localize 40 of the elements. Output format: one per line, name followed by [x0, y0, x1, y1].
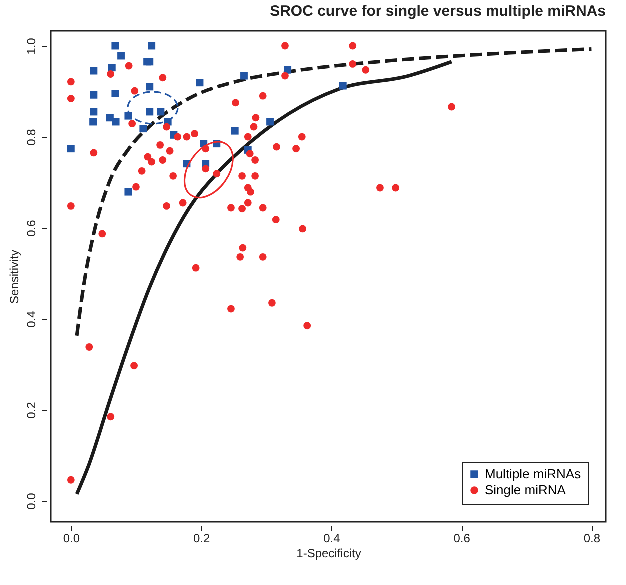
point — [90, 91, 98, 99]
legend-label: Single miRNA — [485, 482, 566, 498]
x-tick-label: 0.4 — [324, 532, 341, 546]
y-tick-label: 0.4 — [24, 310, 38, 328]
y-tick-label: 1.0 — [24, 38, 38, 55]
point — [196, 79, 204, 87]
point — [146, 58, 154, 66]
y-axis-title: Sensitivity — [8, 250, 22, 304]
point — [112, 42, 120, 50]
line-series — [75, 47, 594, 338]
point — [124, 188, 132, 196]
x-axis-title: 1-Specificity — [296, 546, 362, 560]
y-tick-label: 0.6 — [24, 220, 38, 237]
point — [90, 118, 97, 126]
x-tick-label: 0.0 — [63, 532, 80, 546]
chart-title: SROC curve for single versus multiple miRNAs — [270, 3, 606, 20]
point — [146, 83, 154, 91]
point — [140, 125, 148, 133]
legend-label: Multiple miRNAs — [485, 466, 582, 482]
point — [240, 72, 248, 80]
point — [266, 118, 274, 126]
y-tick-label: 0.0 — [24, 492, 38, 510]
point — [67, 145, 75, 153]
point — [112, 118, 120, 126]
point — [231, 127, 239, 135]
point — [106, 114, 114, 122]
y-tick-label: 0.2 — [24, 402, 38, 419]
point — [90, 67, 98, 75]
point — [112, 90, 120, 98]
point — [108, 64, 116, 72]
point — [118, 52, 125, 60]
point — [146, 108, 154, 116]
x-tick-label: 0.2 — [193, 532, 210, 546]
y-tick-label: 0.8 — [24, 128, 38, 146]
point — [148, 42, 156, 50]
point — [284, 66, 292, 74]
point — [339, 82, 347, 90]
x-tick-label: 0.8 — [584, 532, 601, 546]
x-tick-label: 0.6 — [454, 532, 471, 546]
point — [90, 108, 98, 116]
